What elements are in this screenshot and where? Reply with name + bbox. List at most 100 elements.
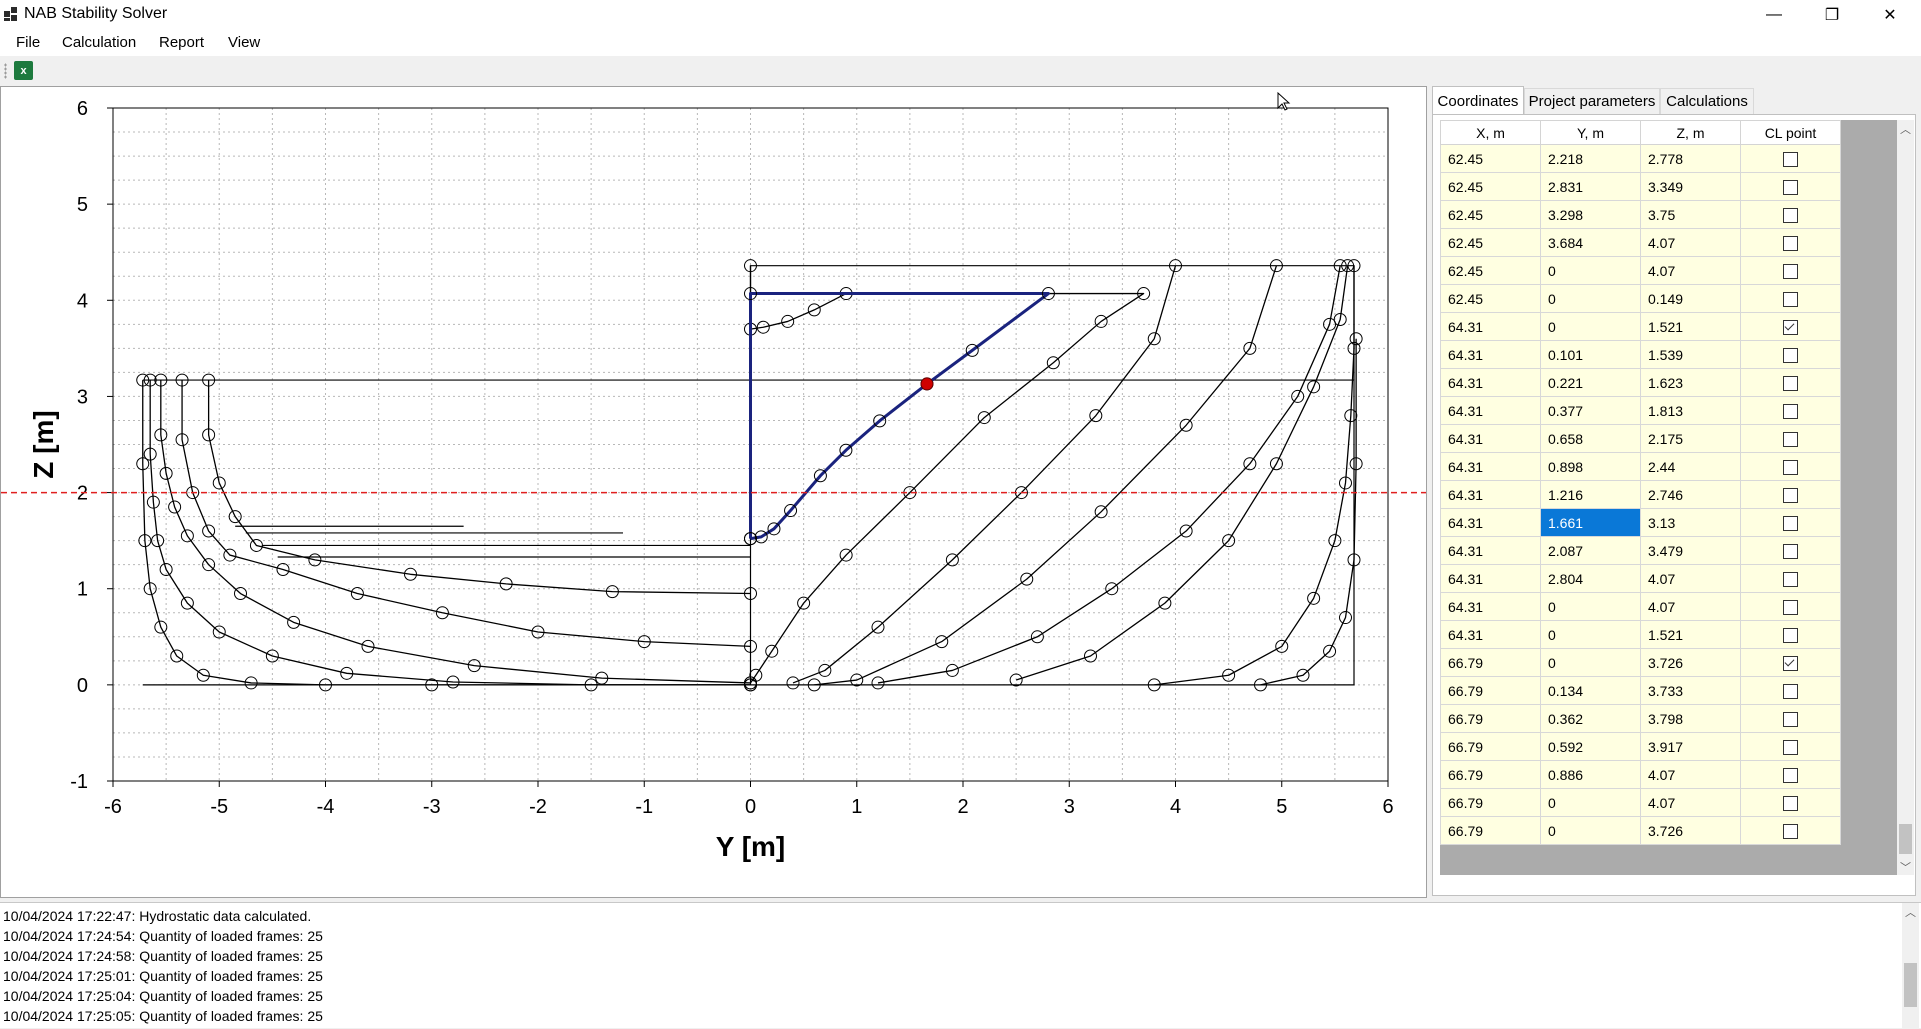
cell-x[interactable]: 66.79 (1440, 676, 1541, 705)
cell-x[interactable]: 64.31 (1440, 536, 1541, 565)
cell-x[interactable]: 66.79 (1440, 816, 1541, 845)
cell-x[interactable]: 64.31 (1440, 396, 1541, 425)
cl-point-checkbox[interactable] (1783, 235, 1798, 251)
cl-point-checkbox[interactable] (1783, 263, 1798, 279)
cell-y[interactable]: 0 (1540, 256, 1641, 285)
cell-cl-point[interactable] (1740, 508, 1841, 537)
tab-calculations[interactable]: Calculations (1660, 88, 1754, 114)
cell-z[interactable]: 3.479 (1640, 536, 1741, 565)
cell-y[interactable]: 0.101 (1540, 340, 1641, 369)
cell-z[interactable]: 4.07 (1640, 592, 1741, 621)
cl-point-checkbox[interactable] (1783, 151, 1798, 167)
cell-x[interactable]: 62.45 (1440, 200, 1541, 229)
maximize-button[interactable]: ❐ (1824, 7, 1840, 24)
cell-z[interactable]: 3.349 (1640, 172, 1741, 201)
cell-x[interactable]: 62.45 (1440, 144, 1541, 173)
table-row[interactable]: 64.31 2.087 3.479 (1440, 536, 1841, 565)
cell-x[interactable]: 64.31 (1440, 620, 1541, 649)
cl-point-checkbox[interactable] (1783, 319, 1798, 335)
cell-cl-point[interactable] (1740, 816, 1841, 845)
table-row[interactable]: 62.45 2.218 2.778 (1440, 144, 1841, 173)
cl-point-checkbox[interactable] (1783, 347, 1798, 363)
cell-cl-point[interactable] (1740, 200, 1841, 229)
table-row[interactable]: 62.45 0 0.149 (1440, 284, 1841, 313)
log-panel[interactable]: 10/04/2024 17:22:47: Hydrostatic data ca… (0, 902, 1921, 1029)
cell-cl-point[interactable] (1740, 424, 1841, 453)
menu-view[interactable]: View (228, 34, 261, 51)
cell-x[interactable]: 64.31 (1440, 564, 1541, 593)
cl-point-checkbox[interactable] (1783, 459, 1798, 475)
cell-y[interactable]: 1.216 (1540, 480, 1641, 509)
cell-z[interactable]: 3.726 (1640, 816, 1741, 845)
cell-cl-point[interactable] (1740, 228, 1841, 257)
cell-y[interactable]: 0.377 (1540, 396, 1641, 425)
cl-point-checkbox[interactable] (1783, 655, 1798, 671)
cl-point-checkbox[interactable] (1783, 543, 1798, 559)
menu-report[interactable]: Report (159, 34, 205, 51)
cell-x[interactable]: 64.31 (1440, 312, 1541, 341)
cell-x[interactable]: 62.45 (1440, 172, 1541, 201)
cell-z[interactable]: 4.07 (1640, 256, 1741, 285)
cell-y[interactable]: 0 (1540, 648, 1641, 677)
column-header-cl-point[interactable]: CL point (1740, 120, 1841, 145)
cell-x[interactable]: 62.45 (1440, 284, 1541, 313)
cell-y[interactable]: 0.898 (1540, 452, 1641, 481)
cl-point-checkbox[interactable] (1783, 375, 1798, 391)
scroll-thumb[interactable] (1899, 824, 1912, 854)
cell-y[interactable]: 0.362 (1540, 704, 1641, 733)
cell-z[interactable]: 4.07 (1640, 228, 1741, 257)
cell-y[interactable]: 0 (1540, 284, 1641, 313)
cell-z[interactable]: 4.07 (1640, 760, 1741, 789)
table-row[interactable]: 64.31 0.101 1.539 (1440, 340, 1841, 369)
cl-point-checkbox[interactable] (1783, 403, 1798, 419)
cell-x[interactable]: 64.31 (1440, 508, 1541, 537)
cell-cl-point[interactable] (1740, 648, 1841, 677)
menu-calculation[interactable]: Calculation (62, 34, 137, 51)
table-row[interactable]: 62.45 2.831 3.349 (1440, 172, 1841, 201)
cell-x[interactable]: 64.31 (1440, 340, 1541, 369)
cl-point-checkbox[interactable] (1783, 767, 1798, 783)
cell-z[interactable]: 3.75 (1640, 200, 1741, 229)
tab-project-parameters[interactable]: Project parameters (1524, 88, 1660, 114)
cell-y[interactable]: 1.661 (1540, 508, 1641, 537)
table-row[interactable]: 64.31 0.221 1.623 (1440, 368, 1841, 397)
table-row[interactable]: 66.79 0 4.07 (1440, 788, 1841, 817)
cl-point-checkbox[interactable] (1783, 179, 1798, 195)
cell-cl-point[interactable] (1740, 676, 1841, 705)
table-row[interactable]: 62.45 3.684 4.07 (1440, 228, 1841, 257)
column-header-z[interactable]: Z, m (1640, 120, 1741, 145)
table-row[interactable]: 64.31 2.804 4.07 (1440, 564, 1841, 593)
table-row[interactable]: 66.79 0.134 3.733 (1440, 676, 1841, 705)
column-header-x[interactable]: X, m (1440, 120, 1541, 145)
cell-x[interactable]: 66.79 (1440, 704, 1541, 733)
cell-cl-point[interactable] (1740, 368, 1841, 397)
cl-point-checkbox[interactable] (1783, 739, 1798, 755)
cl-point-checkbox[interactable] (1783, 627, 1798, 643)
cell-cl-point[interactable] (1740, 340, 1841, 369)
cell-z[interactable]: 4.07 (1640, 564, 1741, 593)
table-row[interactable]: 64.31 0 1.521 (1440, 312, 1841, 341)
coordinates-grid[interactable]: X, m Y, m Z, m CL point 62.45 2.218 2.778 6… (1440, 120, 1897, 875)
cell-x[interactable]: 64.31 (1440, 480, 1541, 509)
cell-y[interactable]: 0 (1540, 620, 1641, 649)
table-row[interactable]: 62.45 3.298 3.75 (1440, 200, 1841, 229)
table-row[interactable]: 62.45 0 4.07 (1440, 256, 1841, 285)
cl-point-checkbox[interactable] (1783, 431, 1798, 447)
cl-point-checkbox[interactable] (1783, 487, 1798, 503)
cell-x[interactable]: 62.45 (1440, 228, 1541, 257)
cell-cl-point[interactable] (1740, 760, 1841, 789)
cell-cl-point[interactable] (1740, 396, 1841, 425)
scroll-down-icon[interactable]: ﹀ (1900, 861, 1911, 874)
cell-x[interactable]: 64.31 (1440, 368, 1541, 397)
cell-y[interactable]: 0 (1540, 788, 1641, 817)
table-row[interactable]: 64.31 0 4.07 (1440, 592, 1841, 621)
cell-z[interactable]: 1.521 (1640, 620, 1741, 649)
menu-file[interactable]: File (16, 34, 41, 51)
table-row[interactable]: 64.31 1.216 2.746 (1440, 480, 1841, 509)
cl-point-checkbox[interactable] (1783, 711, 1798, 727)
cell-cl-point[interactable] (1740, 172, 1841, 201)
cell-cl-point[interactable] (1740, 732, 1841, 761)
cl-point-checkbox[interactable] (1783, 291, 1798, 307)
table-row[interactable]: 64.31 0.377 1.813 (1440, 396, 1841, 425)
table-row[interactable]: 66.79 0.362 3.798 (1440, 704, 1841, 733)
